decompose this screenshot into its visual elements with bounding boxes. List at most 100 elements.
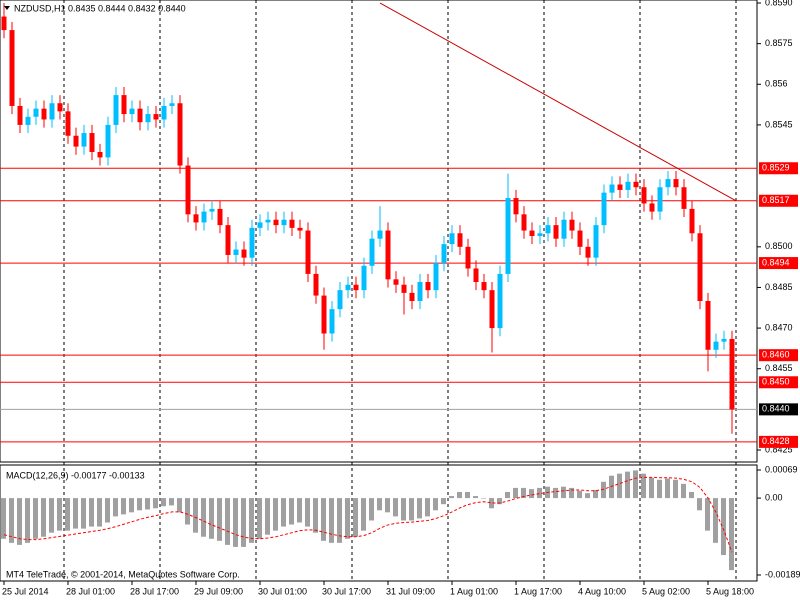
candle-body [241, 249, 247, 258]
macd-bar [49, 498, 54, 533]
macd-bar [273, 498, 278, 531]
macd-bar [89, 498, 94, 527]
candle-body [345, 284, 351, 291]
macd-bar [137, 498, 142, 511]
macd-bar [105, 498, 110, 523]
candle-body [441, 244, 447, 264]
macd-bar [473, 496, 478, 499]
candle-body [409, 292, 415, 301]
y-tick-label: 0.856 [765, 79, 788, 89]
candle-body [257, 222, 263, 228]
candle-body [641, 187, 647, 204]
level-label: 0.8529 [762, 163, 790, 173]
candle-body [369, 238, 375, 266]
candle-body [49, 103, 55, 120]
candle-body [89, 133, 95, 152]
candle-body [657, 187, 663, 212]
current-price-label: 0.8440 [762, 404, 790, 414]
macd-bar [425, 498, 430, 517]
macd-bar [369, 498, 374, 521]
macd-bar [465, 491, 470, 499]
x-tick-label: 28 Jul 01:00 [66, 586, 115, 596]
macd-bar [57, 498, 62, 531]
macd-bar [313, 498, 318, 533]
macd-bar [41, 498, 46, 537]
candle-body [577, 230, 583, 247]
macd-bar [497, 498, 502, 505]
trendline [379, 2, 737, 202]
macd-bar [193, 498, 198, 533]
macd-bar [385, 498, 390, 513]
macd-bar [161, 498, 166, 507]
macd-bar [553, 487, 558, 499]
candle-body [473, 268, 479, 283]
macd-bar [97, 498, 102, 527]
macd-bar [289, 498, 294, 525]
candle-body [465, 246, 471, 269]
macd-bar [241, 498, 246, 547]
candle-body [17, 105, 23, 125]
level-label: 0.8460 [762, 350, 790, 360]
candle-body [353, 284, 359, 291]
y-tick-label: 0.00 [765, 492, 783, 502]
candle-body [417, 282, 423, 301]
macd-bar [337, 498, 342, 543]
candle-body [673, 179, 679, 188]
y-tick-label: 0.8500 [765, 241, 793, 251]
candle-body [33, 108, 39, 117]
macd-bar [449, 496, 454, 499]
candle-body [73, 135, 79, 147]
macd-bar [689, 491, 694, 499]
x-tick-label: 1 Aug 01:00 [450, 586, 498, 596]
candle-body [129, 108, 135, 115]
candle-body [489, 290, 495, 329]
candle-body [449, 233, 455, 245]
candle-body [329, 309, 335, 334]
candle-body [497, 273, 503, 329]
copyright: MT4 TeleTrade, © 2001-2014, MetaQuotes S… [6, 569, 240, 579]
y-tick-label: 0.8590 [765, 0, 793, 7]
macd-bar [129, 498, 134, 513]
level-label-box [759, 257, 798, 270]
macd-panel [0, 464, 758, 582]
candle-body [377, 230, 383, 239]
candle-body [585, 246, 591, 258]
macd-bar [1, 498, 6, 539]
price-panel [0, 0, 758, 463]
candle-body [713, 341, 719, 350]
macd-bar [353, 498, 358, 537]
macd-bar [233, 498, 238, 547]
candle-body [337, 290, 343, 310]
candle-body [649, 203, 655, 212]
macd-bar [153, 498, 158, 509]
candle-body [25, 116, 31, 125]
macd-bar [305, 498, 310, 527]
level-label-box [759, 162, 798, 175]
candle-body [217, 208, 223, 226]
x-tick-label: 31 Jul 09:00 [386, 586, 435, 596]
candle-body [193, 214, 199, 223]
candle-body [457, 233, 463, 247]
x-tick-label: 30 Jul 17:00 [322, 586, 371, 596]
macd-bar [401, 498, 406, 521]
macd-bar [593, 489, 598, 499]
macd-bar [561, 486, 566, 499]
candle-body [137, 108, 143, 123]
macd-bar [249, 498, 254, 543]
candle-body [633, 181, 639, 188]
macd-bar [9, 498, 14, 543]
candle-body [289, 219, 295, 228]
candle-body [1, 16, 7, 31]
y-tick-label: 0.8425 [765, 444, 793, 454]
candle-body [177, 103, 183, 166]
macd-bar [145, 498, 150, 510]
macd-bar [25, 498, 30, 543]
x-tick-label: 5 Aug 02:00 [642, 586, 690, 596]
candle-body [121, 95, 127, 115]
y-tick-label: 0.8485 [765, 282, 793, 292]
candle-body [97, 152, 103, 158]
level-label-box [759, 349, 798, 362]
macd-bar [713, 498, 718, 543]
macd-bar [577, 490, 582, 499]
y-tick-label: 0.8470 [765, 322, 793, 332]
